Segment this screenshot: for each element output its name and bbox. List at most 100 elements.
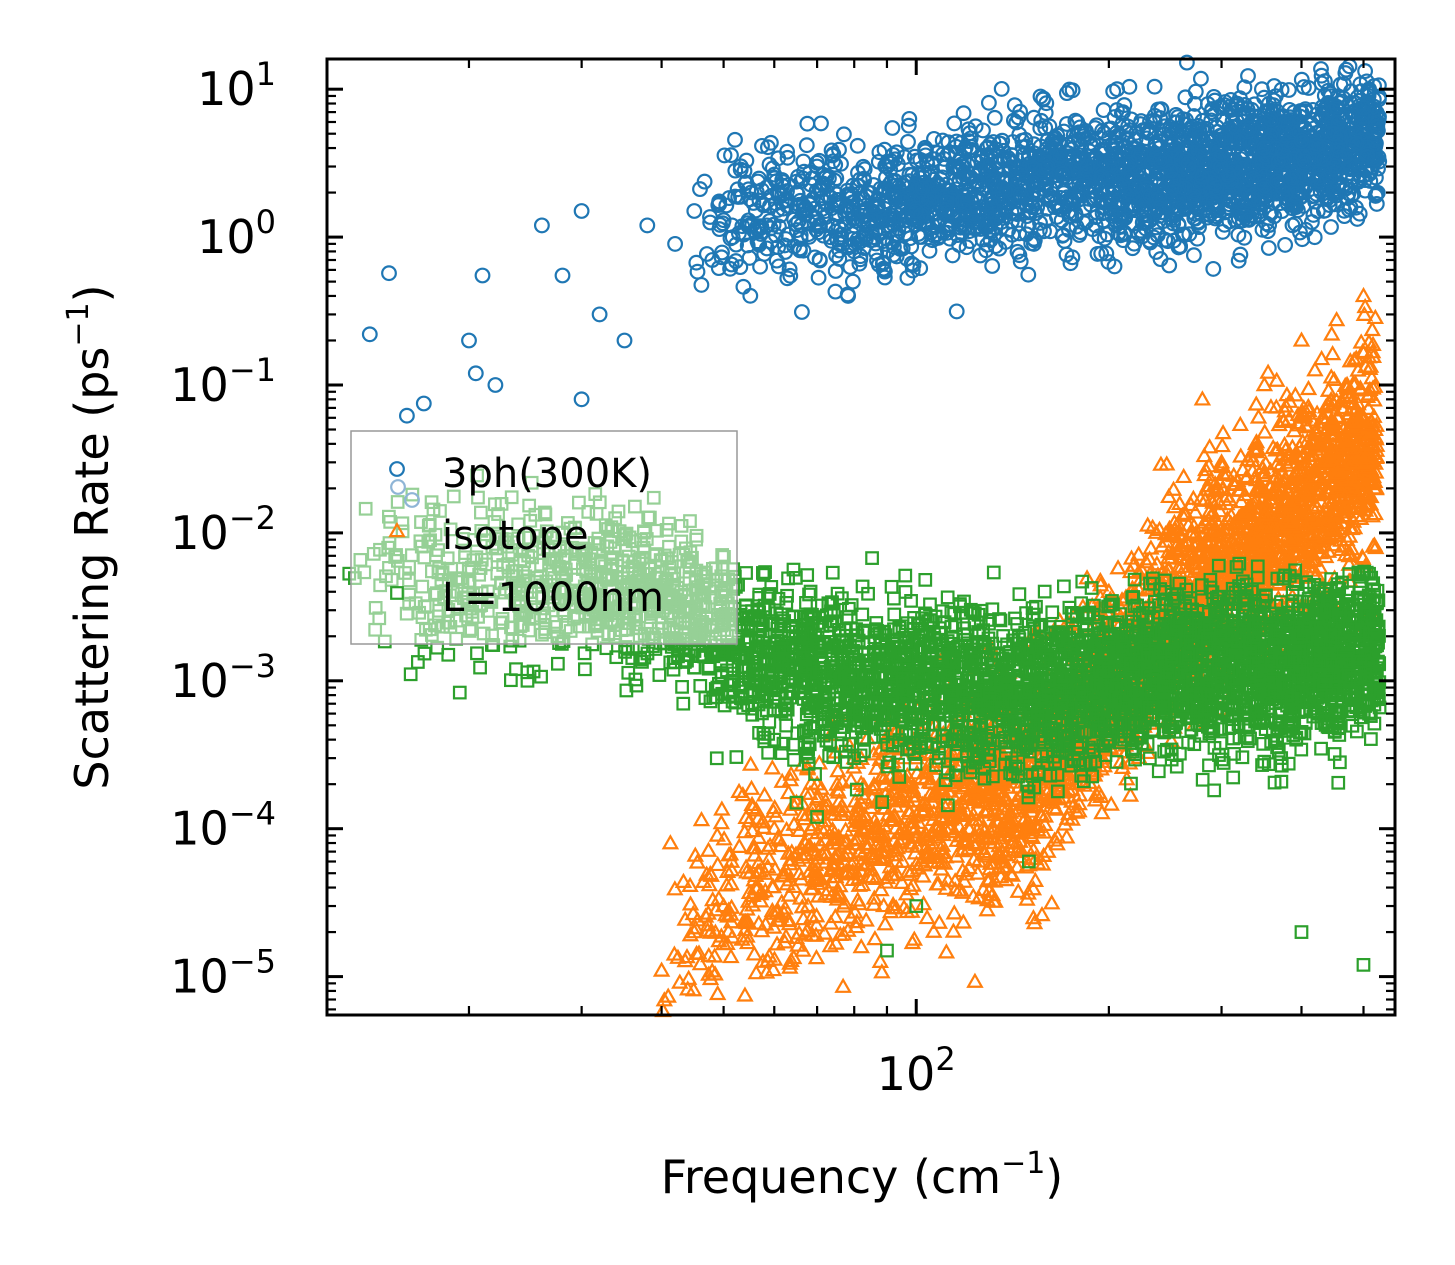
data-point bbox=[681, 895, 700, 911]
data-point bbox=[1231, 415, 1250, 432]
data-point bbox=[742, 287, 759, 304]
data-point bbox=[1306, 361, 1324, 377]
data-point bbox=[782, 267, 799, 284]
data-point bbox=[835, 126, 852, 143]
data-point bbox=[1109, 559, 1127, 575]
data-point bbox=[1259, 363, 1277, 379]
data-point bbox=[1098, 245, 1115, 262]
data-point bbox=[926, 130, 942, 147]
data-point bbox=[736, 986, 754, 1002]
data-point bbox=[693, 276, 710, 293]
data-point bbox=[1205, 260, 1222, 277]
data-point bbox=[1253, 81, 1270, 98]
data-point bbox=[831, 250, 848, 267]
data-point bbox=[793, 304, 810, 320]
data-point bbox=[713, 800, 731, 816]
data-point bbox=[361, 326, 378, 343]
data-point bbox=[1323, 344, 1342, 361]
data-point bbox=[667, 235, 684, 252]
data-point bbox=[1012, 253, 1029, 270]
series-3ph-300k- bbox=[361, 54, 1388, 424]
data-point bbox=[573, 391, 590, 408]
data-point bbox=[966, 972, 984, 988]
data-point bbox=[972, 247, 989, 264]
data-point bbox=[900, 133, 916, 150]
data-point bbox=[901, 110, 918, 127]
data-point bbox=[921, 242, 938, 259]
data-point bbox=[810, 269, 827, 286]
data-point bbox=[666, 880, 684, 896]
data-point bbox=[776, 237, 793, 254]
data-point bbox=[1267, 371, 1286, 387]
data-point bbox=[398, 407, 415, 424]
data-point bbox=[807, 949, 826, 965]
data-point bbox=[1306, 229, 1323, 246]
data-point bbox=[533, 217, 550, 234]
data-point bbox=[1105, 83, 1122, 100]
data-point bbox=[1095, 102, 1112, 119]
data-point bbox=[844, 273, 861, 290]
data-point bbox=[834, 977, 852, 993]
data-point bbox=[735, 278, 752, 295]
data-point bbox=[573, 203, 590, 219]
data-point bbox=[554, 267, 571, 284]
data-point bbox=[1093, 804, 1111, 820]
data-point bbox=[955, 105, 972, 122]
data-point bbox=[754, 137, 770, 154]
data-point bbox=[993, 80, 1010, 97]
data-point bbox=[686, 203, 703, 219]
data-point bbox=[712, 814, 731, 830]
data-point bbox=[795, 153, 812, 170]
data-point bbox=[779, 270, 796, 287]
data-point bbox=[1260, 240, 1277, 256]
data-point bbox=[732, 259, 749, 276]
data-point bbox=[1174, 467, 1193, 484]
data-point bbox=[763, 759, 782, 775]
data-point bbox=[591, 306, 608, 323]
data-point bbox=[884, 120, 901, 136]
data-point bbox=[616, 332, 633, 349]
data-point bbox=[1192, 70, 1209, 87]
data-point bbox=[1008, 114, 1025, 131]
data-point bbox=[799, 115, 816, 132]
data-point bbox=[1256, 423, 1274, 439]
data-point bbox=[639, 217, 656, 234]
data-point bbox=[381, 265, 397, 282]
data-point bbox=[914, 895, 933, 911]
data-point bbox=[487, 377, 504, 393]
data-point bbox=[969, 189, 986, 206]
data-point bbox=[688, 254, 705, 271]
data-point bbox=[946, 115, 963, 132]
data-point bbox=[1020, 266, 1037, 283]
data-point bbox=[833, 155, 849, 172]
data-point bbox=[1062, 255, 1079, 272]
data-point bbox=[1185, 247, 1202, 264]
data-point bbox=[745, 945, 764, 961]
data-point bbox=[1177, 89, 1194, 106]
data-point bbox=[1323, 219, 1339, 235]
data-point bbox=[723, 147, 739, 164]
data-point bbox=[1214, 223, 1231, 240]
data-point bbox=[467, 365, 484, 382]
data-point bbox=[948, 303, 965, 320]
data-point bbox=[798, 137, 815, 154]
data-point bbox=[1320, 82, 1337, 99]
data-point bbox=[1277, 236, 1294, 253]
data-point bbox=[1146, 78, 1163, 95]
data-point bbox=[742, 779, 761, 795]
data-point bbox=[849, 137, 866, 154]
data-point bbox=[842, 259, 859, 275]
data-point bbox=[461, 332, 477, 349]
data-point bbox=[984, 258, 1001, 274]
data-point bbox=[1142, 539, 1160, 555]
data-point bbox=[727, 131, 743, 148]
data-point bbox=[813, 115, 829, 132]
data-point bbox=[1247, 395, 1265, 411]
data-point bbox=[986, 109, 1003, 126]
data-point bbox=[937, 943, 956, 959]
data-point bbox=[1055, 123, 1072, 140]
data-point bbox=[1214, 423, 1232, 440]
data-point bbox=[899, 269, 916, 286]
data-point bbox=[1323, 325, 1341, 341]
